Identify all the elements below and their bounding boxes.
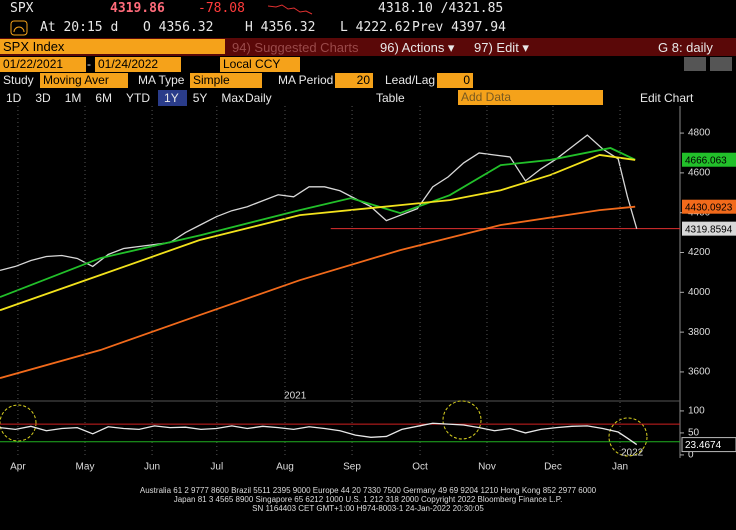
x-tick-label: May <box>76 462 95 473</box>
y-tick-label: 0 <box>688 450 694 461</box>
price-change: -78.08 <box>198 1 245 16</box>
highlight-circle <box>0 404 37 442</box>
highlight-circle <box>442 400 482 440</box>
date-separator: - <box>87 57 91 71</box>
last-price: 4319.86 <box>110 1 165 16</box>
last-value-box <box>681 437 736 453</box>
study-select[interactable]: Moving Aver <box>40 73 128 88</box>
period-button[interactable]: YTD <box>126 91 151 105</box>
open: O 4356.32 <box>143 20 214 35</box>
edit-chart-button[interactable]: Edit Chart <box>640 91 694 105</box>
quote-time: At 20:15 d <box>40 20 119 35</box>
lead-lag-label: Lead/Lag <box>385 73 436 87</box>
period-button[interactable]: 1Y <box>158 90 187 106</box>
end-date[interactable]: 01/24/2022 <box>95 57 181 72</box>
series-line <box>0 205 636 379</box>
series-line <box>0 134 638 272</box>
prev-close: Prev 4397.94 <box>412 20 506 35</box>
y-tick-label: 4800 <box>688 128 711 139</box>
ma-type-select[interactable]: Simple <box>190 73 262 88</box>
y-tick-label: 50 <box>688 428 700 439</box>
edit-menu[interactable]: 97) Edit ▾ <box>474 40 529 55</box>
last-value-label: 4319.8594 <box>685 224 733 235</box>
y-tick-label: 3600 <box>688 367 711 378</box>
currency[interactable]: Local CCY <box>220 57 300 72</box>
year-label: 2022 <box>621 448 644 459</box>
price-panel <box>0 106 680 400</box>
y-tick-label: 4200 <box>688 247 711 258</box>
period-buttons: 1D 3D 1M 6M YTD 1Y 5Y Max <box>0 90 252 106</box>
high: H 4356.32 <box>245 20 316 35</box>
start-date[interactable]: 01/22/2021 <box>0 57 86 72</box>
year-label: 2021 <box>284 391 307 402</box>
ma-period-input[interactable]: 20 <box>335 73 373 88</box>
study-label: Study <box>3 73 34 87</box>
last-value-label: 4430.0923 <box>685 202 733 213</box>
y-tick-label: 4600 <box>688 168 711 179</box>
x-tick-label: Apr <box>10 462 26 473</box>
suggested-charts[interactable]: 94) Suggested Charts <box>232 40 359 55</box>
series-line <box>0 147 636 298</box>
footer: Australia 61 2 9777 8600 Brazil 5511 239… <box>0 486 736 513</box>
sparkline <box>268 4 313 15</box>
footer-line: Japan 81 3 4565 8900 Singapore 65 6212 1… <box>173 495 563 504</box>
y-tick-label: 4000 <box>688 287 711 298</box>
add-data-input[interactable]: Add Data <box>458 90 603 105</box>
actions-menu[interactable]: 96) Actions ▾ <box>380 40 455 55</box>
y-tick-label: 100 <box>688 406 705 417</box>
x-tick-label: Jul <box>210 462 223 473</box>
period-button[interactable]: 5Y <box>192 91 208 105</box>
series-line <box>0 422 638 446</box>
footer-line: SN 1164403 CET GMT+1:00 H974-8003-1 24-J… <box>252 504 484 513</box>
period-button[interactable]: 6M <box>95 91 113 105</box>
security-input[interactable]: SPX Index <box>0 39 225 54</box>
x-tick-label: Oct <box>412 462 428 473</box>
series-line <box>0 154 636 312</box>
ticker: SPX <box>10 1 34 16</box>
chart: 36003800400042004400460048004319.8594466… <box>0 106 736 473</box>
x-tick-label: Jan <box>612 462 628 473</box>
last-value-box <box>682 152 736 167</box>
page-label: G 8: daily <box>658 40 713 55</box>
ma-type-label: MA Type <box>138 73 185 87</box>
undo-button[interactable] <box>684 57 706 71</box>
last-value-box <box>682 199 736 214</box>
gauge-icon[interactable] <box>10 20 28 36</box>
x-tick-label: Jun <box>144 462 160 473</box>
period-button[interactable]: 1D <box>6 91 22 105</box>
frequency[interactable]: Daily <box>245 91 272 105</box>
footer-line: Australia 61 2 9777 8600 Brazil 5511 239… <box>139 486 597 495</box>
period-button[interactable]: Max <box>221 91 245 105</box>
ma-period-label: MA Period <box>278 73 334 87</box>
low: L 4222.62 <box>340 20 411 35</box>
x-tick-label: Nov <box>478 462 496 473</box>
last-value-label: 4666.063 <box>685 155 727 166</box>
y-tick-label: 3800 <box>688 327 711 338</box>
redo-button[interactable] <box>710 57 732 71</box>
last-value-label: 23.4674 <box>685 440 722 451</box>
highlight-circle <box>608 417 648 457</box>
x-tick-label: Aug <box>276 462 294 473</box>
period-button[interactable]: 3D <box>35 91 51 105</box>
last-value-box <box>682 221 736 236</box>
x-tick-label: Dec <box>544 462 562 473</box>
bid-ask: 4318.10 /4321.85 <box>378 1 504 16</box>
lead-lag-input[interactable]: 0 <box>437 73 473 88</box>
period-button[interactable]: 1M <box>64 91 82 105</box>
table-button[interactable]: Table <box>376 91 405 105</box>
x-tick-label: Sep <box>343 462 361 473</box>
